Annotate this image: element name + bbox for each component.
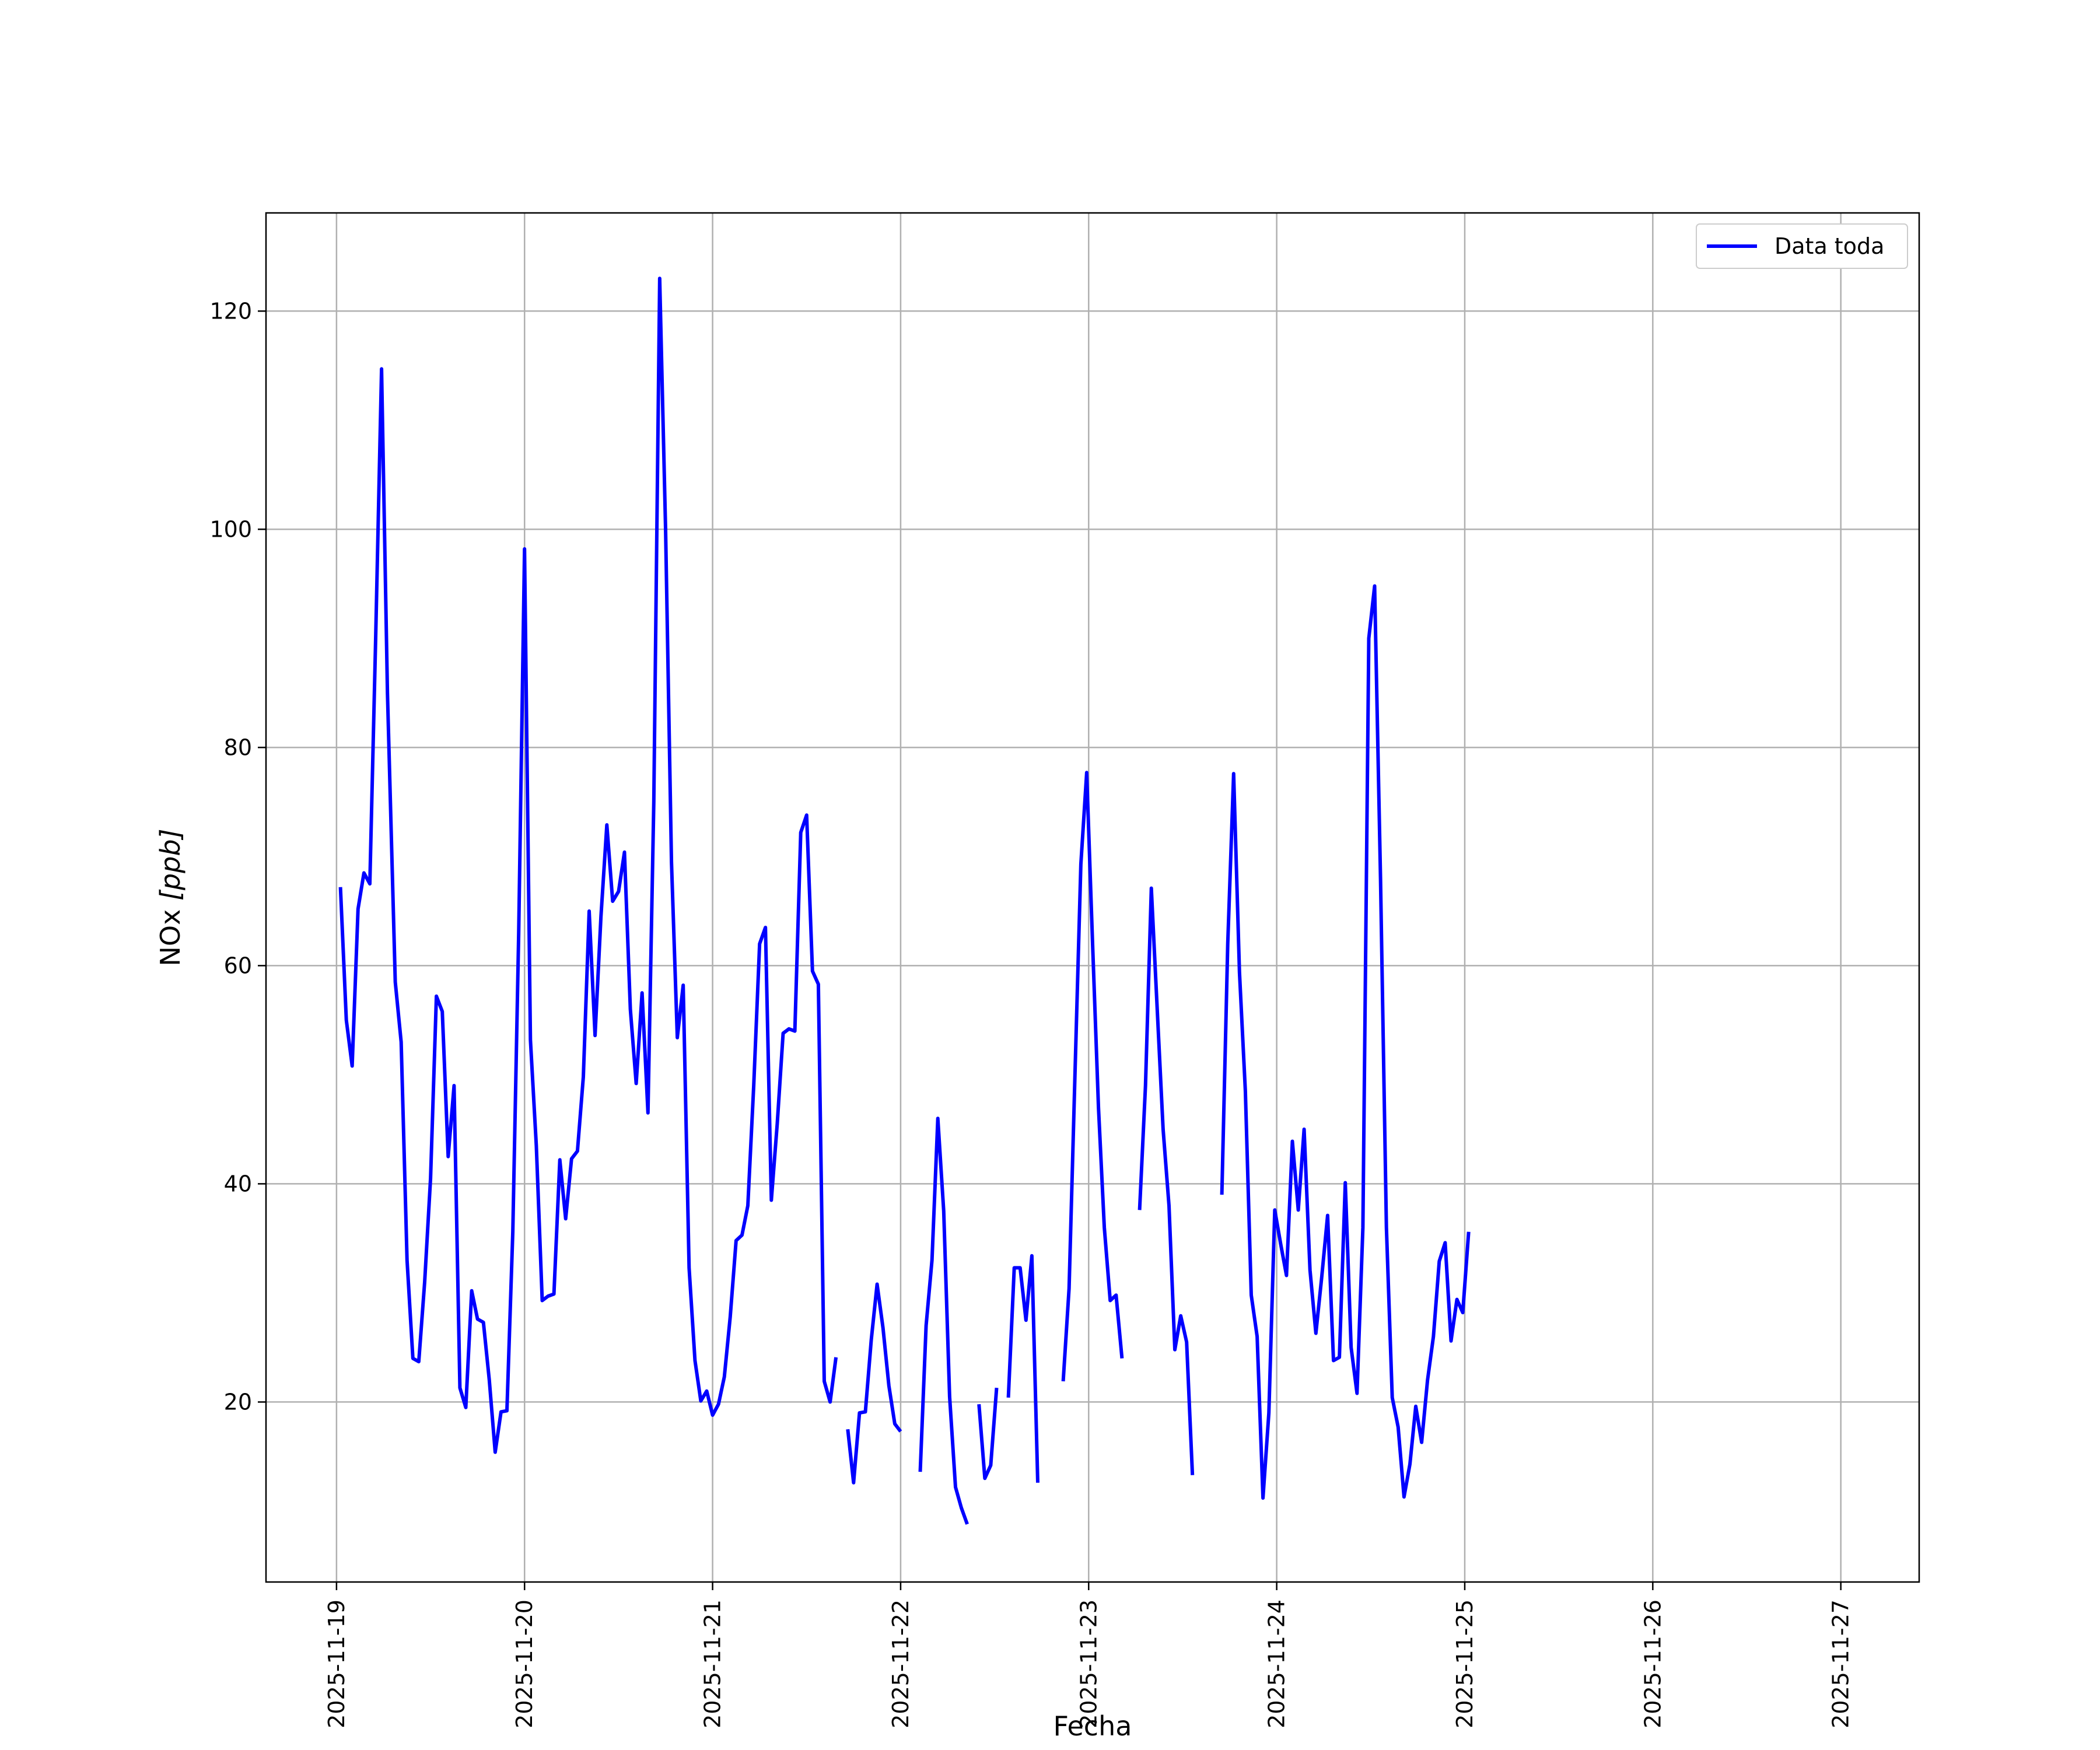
y-tick-label: 80: [224, 734, 252, 760]
grid-lines: [266, 213, 1919, 1582]
series-line-segment: [918, 1116, 969, 1525]
series-line-segment: [1006, 1254, 1040, 1483]
y-axis-label-main: NOx: [155, 901, 186, 966]
series-line-segment: [977, 1387, 999, 1480]
legend: Data toda: [1696, 223, 1908, 269]
y-tick-label: 20: [224, 1389, 252, 1415]
x-tick-label: 2025-11-26: [1640, 1600, 1665, 1728]
series-line-segment: [1061, 771, 1124, 1382]
x-tick-label: 2025-11-23: [1076, 1600, 1101, 1728]
x-tick-label: 2025-11-25: [1452, 1600, 1478, 1728]
y-axis-label: NOx [ppb]: [155, 829, 186, 967]
series-line-segment: [846, 1282, 902, 1485]
y-tick-label: 60: [224, 953, 252, 978]
y-tick-label: 100: [209, 516, 252, 542]
x-tick-label: 2025-11-20: [512, 1600, 537, 1728]
axis-ticks: 2025-11-19 2025-11-20 2025-11-21 2025-11-22…: [209, 298, 1853, 1728]
y-tick-label: 40: [224, 1171, 252, 1196]
x-tick-label: 2025-11-21: [700, 1600, 726, 1728]
legend-label-data-toda: Data toda: [1774, 233, 1884, 259]
y-tick-label: 120: [209, 298, 252, 324]
legend-box: [1696, 223, 1908, 269]
x-tick-label: 2025-11-19: [324, 1600, 349, 1728]
y-axis-label-unit: [ppb]: [155, 829, 186, 901]
x-tick-label: 2025-11-22: [888, 1600, 914, 1728]
series-line-segment: [1220, 584, 1471, 1500]
series-line-segment: [1138, 886, 1195, 1475]
x-axis-label: Fecha: [1054, 1710, 1132, 1742]
plot-area: [265, 212, 1920, 1583]
series-data-toda: [338, 276, 1471, 1525]
x-tick-label: 2025-11-27: [1828, 1600, 1854, 1728]
series-line-segment: [338, 276, 838, 1454]
x-tick-label: 2025-11-24: [1264, 1600, 1290, 1728]
